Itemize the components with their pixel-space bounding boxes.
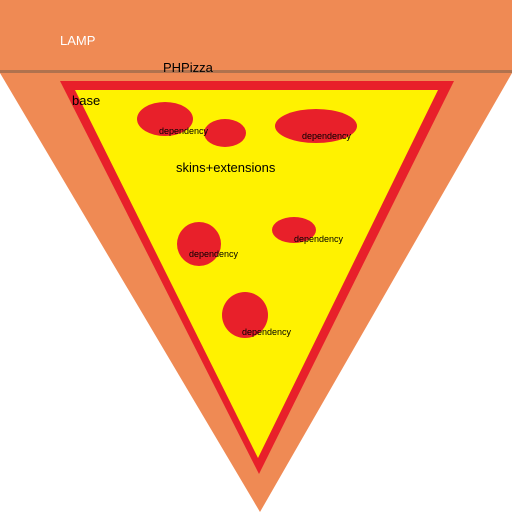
dependency-label: dependency (302, 131, 352, 141)
pepperoni-slice (222, 292, 268, 338)
cheese-layer (75, 90, 438, 458)
dependency-label: dependency (189, 249, 239, 259)
lamp-label: LAMP (60, 33, 95, 48)
dependency-label: dependency (294, 234, 344, 244)
phpizza-label: PHPizza (163, 60, 214, 75)
crust-top-band (0, 0, 512, 71)
base-label: base (72, 93, 100, 108)
skins-extensions-label: skins+extensions (176, 160, 276, 175)
pepperoni-slice (272, 217, 316, 243)
pepperoni-slice (204, 119, 246, 147)
dependency-label: dependency (159, 126, 209, 136)
pepperoni-slice (137, 102, 193, 136)
pepperoni-slice (275, 109, 357, 143)
dependency-label: dependency (242, 327, 292, 337)
pepperoni-group (137, 102, 357, 338)
pepperoni-slice (177, 222, 221, 266)
